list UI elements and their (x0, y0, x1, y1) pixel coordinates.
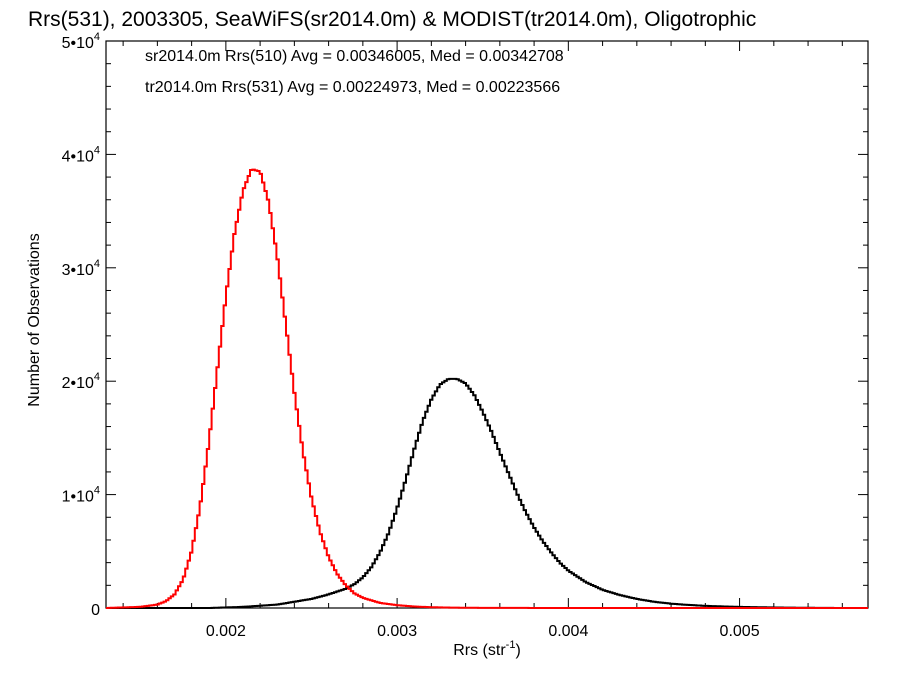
plot-frame (105, 40, 869, 609)
y-tick-label-4: 4•104 (62, 144, 100, 165)
x-axis: 0.002 0.003 0.004 0.005 (122, 41, 843, 640)
legend-entry-seawifs: sr2014.0m Rrs(510) Avg = 0.00346005, Med… (145, 48, 564, 65)
x-tick-label-3: 0.005 (720, 623, 760, 640)
series-line-1 (106, 168, 868, 609)
series-line-0 (106, 377, 868, 609)
x-tick-label-1: 0.003 (377, 623, 417, 640)
chart-title: Rrs(531), 2003305, SeaWiFS(sr2014.0m) & … (28, 8, 756, 31)
y-tick-label-2: 2•104 (62, 371, 100, 392)
y-tick-label-0: 0 (91, 602, 100, 619)
x-axis-label-close: ) (515, 642, 520, 659)
y-axis: 0 1•104 2•104 3•104 4•104 5•104 (62, 31, 868, 619)
y-axis-label: Number of Observations (26, 233, 43, 406)
y-tick-label-5: 5•104 (62, 31, 100, 52)
series-layer (106, 168, 868, 609)
y-tick-label-1: 1•104 (62, 485, 100, 506)
x-tick-label-2: 0.004 (548, 623, 588, 640)
x-axis-label: Rrs (str-1) (453, 639, 521, 659)
legend-entry-modist: tr2014.0m Rrs(531) Avg = 0.00224973, Med… (145, 79, 560, 96)
x-tick-label-0: 0.002 (206, 623, 246, 640)
x-axis-label-superscript: -1 (506, 639, 516, 651)
y-tick-label-3: 3•104 (62, 258, 100, 279)
x-axis-label-main: Rrs (str (453, 642, 506, 659)
